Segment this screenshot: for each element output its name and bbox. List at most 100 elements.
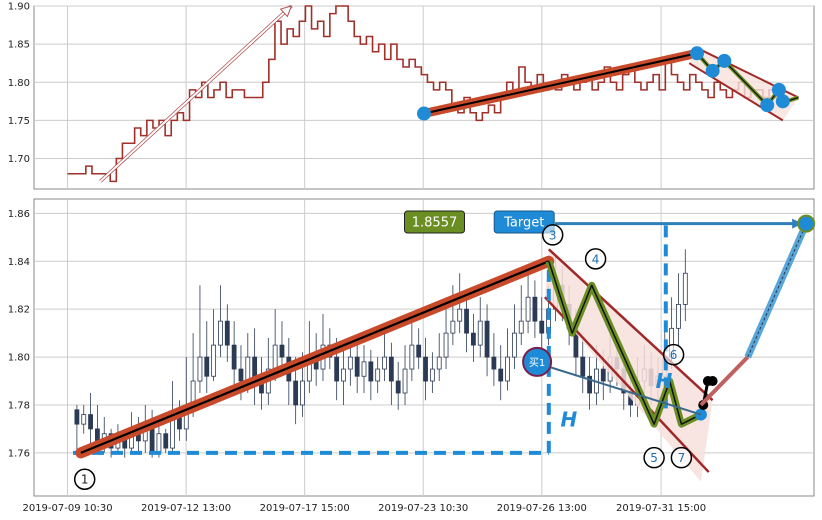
candle-up — [341, 368, 346, 382]
bottom-y-tick-label: 1.80 — [8, 353, 30, 364]
wave-label: 4 — [592, 252, 600, 266]
candle-down — [600, 368, 606, 382]
pivot-dot — [417, 106, 431, 121]
channel-upper — [547, 248, 714, 402]
pivot-dot — [717, 53, 732, 68]
bottom-y-tick-label: 1.86 — [8, 209, 30, 220]
bottom-panel-content: 1.8557 Target 买1 H H 1 3 4 5 6 7 — [73, 210, 816, 490]
candle-down — [416, 344, 422, 358]
price-line — [67, 5, 782, 183]
wave-label: 7 — [678, 451, 686, 465]
candle-down — [491, 356, 497, 370]
projection-red — [699, 355, 750, 407]
x-tick-label: 2019-07-23 10:30 — [378, 503, 468, 514]
arrow-head — [279, 5, 293, 18]
price-badge-label: 1.8557 — [412, 216, 458, 231]
candle-up — [156, 433, 162, 454]
candle-down — [88, 414, 93, 430]
candle-down — [368, 361, 374, 382]
buy-marker — [522, 346, 553, 377]
zigzag-line — [548, 261, 702, 425]
bottom-y-tick-label: 1.84 — [8, 257, 30, 268]
x-tick-label: 2019-07-12 13:00 — [141, 503, 231, 514]
candle-down — [74, 409, 80, 425]
candle-up — [457, 308, 463, 322]
height-label-right: H — [656, 369, 673, 393]
pivot-dot — [775, 94, 790, 109]
top-panel-frame — [33, 5, 815, 190]
pivot-dot — [705, 63, 720, 78]
buy-marker-label: 买1 — [529, 357, 545, 369]
top-y-tick-label: 1.70 — [8, 154, 30, 165]
candle-down — [204, 356, 210, 377]
candle-up — [300, 380, 305, 406]
wave-label-ring — [643, 446, 665, 469]
wave-label-ring — [541, 224, 564, 246]
pivot-dot — [771, 82, 786, 97]
top-y-tick-label: 1.75 — [8, 116, 30, 127]
candle-up — [436, 356, 442, 370]
top-y-tick-label: 1.90 — [8, 2, 30, 13]
x-tick-label: 2019-07-31 15:00 — [616, 503, 706, 514]
candle-up — [676, 303, 681, 329]
candle-down — [224, 320, 230, 346]
wave-label: 3 — [549, 228, 557, 242]
candle-down — [423, 356, 428, 382]
candle-down — [231, 344, 237, 370]
bottom-y-tick-label: 1.82 — [8, 305, 30, 316]
candle-up — [525, 296, 531, 322]
x-axis-ticks: 2019-07-09 10:30 2019-07-12 13:00 2019-07-… — [22, 503, 706, 514]
candle-up — [197, 356, 203, 382]
wave-label-ring — [584, 248, 607, 270]
bottom-y-tick-label: 1.78 — [8, 400, 30, 411]
wave-label-ring — [670, 446, 693, 469]
candle-down — [539, 320, 545, 334]
candle-up — [245, 356, 251, 382]
candle-down — [354, 356, 360, 377]
wave-label-ring — [73, 468, 96, 490]
candle-down — [532, 296, 538, 322]
candle-down — [395, 380, 401, 394]
buy-pointer — [548, 365, 702, 416]
x-tick-label: 2019-07-09 10:30 — [22, 503, 112, 514]
wave-label: 6 — [670, 348, 678, 362]
candle-up — [382, 356, 387, 370]
candle-up — [347, 356, 353, 370]
target-badge-label: Target — [503, 216, 544, 231]
candle-up — [443, 332, 449, 358]
top-panel-content — [67, 4, 800, 183]
candle-up — [512, 332, 517, 358]
bottom-y-tick-label: 1.76 — [8, 448, 30, 459]
pivot-dot — [690, 46, 704, 61]
price-badge — [404, 210, 465, 234]
candle-up — [682, 272, 688, 305]
top-y-tick-label: 1.80 — [8, 78, 30, 89]
candle-up — [375, 368, 381, 382]
candle-up — [505, 356, 510, 382]
black-dot — [707, 376, 718, 387]
candle-down — [279, 344, 285, 358]
candle-down — [470, 332, 476, 346]
candle-down — [587, 375, 592, 394]
candle-up — [402, 368, 408, 394]
pivot-dot — [760, 98, 775, 113]
candle-down — [95, 428, 100, 442]
candle-down — [238, 368, 244, 382]
wave-label-ring — [662, 343, 685, 366]
candle-down — [163, 433, 169, 449]
candle-up — [450, 320, 456, 334]
top-panel-y-ticks: 1.70 1.75 1.80 1.85 1.90 — [8, 2, 30, 166]
candle-down — [498, 368, 504, 382]
candle-down — [580, 356, 586, 377]
wave-label: 1 — [81, 473, 89, 487]
height-label: H — [561, 408, 578, 432]
target-point — [797, 214, 816, 233]
candle-up — [409, 344, 415, 370]
candle-up — [361, 361, 367, 377]
x-tick-label: 2019-07-17 15:00 — [260, 503, 350, 514]
candle-up — [211, 344, 217, 377]
projection-core — [747, 223, 807, 358]
trend-line — [423, 52, 698, 115]
candle-down — [149, 428, 155, 454]
candle-up — [518, 320, 524, 334]
